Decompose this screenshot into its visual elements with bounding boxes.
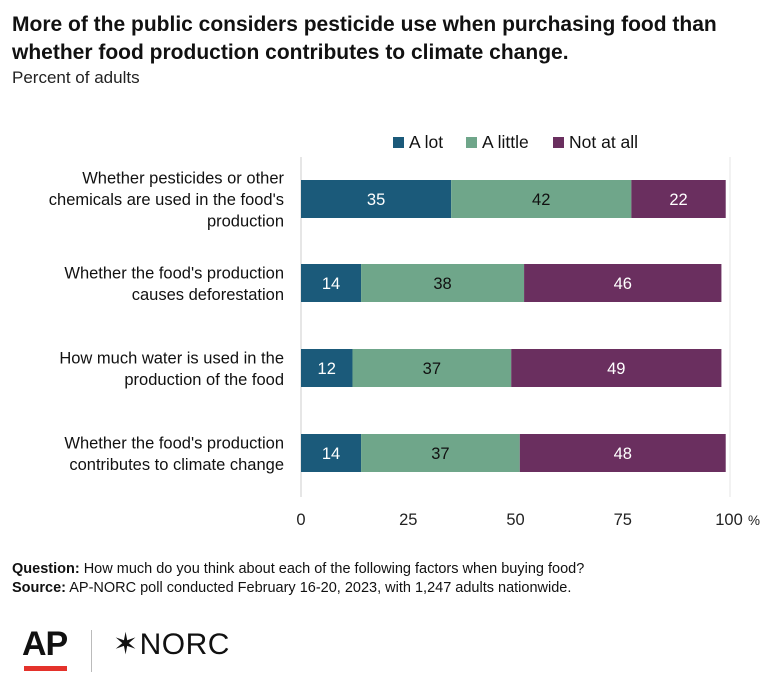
x-tick-label-1: 25 [399, 511, 417, 529]
norc-logo: ✶NORC [113, 627, 230, 663]
data-label-1-1: 38 [433, 275, 451, 293]
bar-1-2 [524, 264, 722, 302]
data-label-1-0: 14 [322, 275, 340, 293]
ap-logo-underline [24, 666, 67, 671]
data-label-0-0: 35 [367, 191, 385, 209]
source-label: Source: [12, 580, 66, 596]
logo-divider [91, 630, 92, 672]
category-label-2-0: How much water is used in the [59, 349, 284, 367]
norc-logo-text: NORC [139, 628, 230, 661]
question-note: Question: How much do you think about ea… [12, 561, 584, 577]
data-label-2-0: 12 [318, 360, 336, 378]
source-note: Source: AP-NORC poll conducted February … [12, 580, 571, 596]
category-label-2-1: production of the food [124, 371, 284, 389]
ap-logo: AP [22, 625, 68, 663]
category-label-0-1: chemicals are used in the food's [49, 191, 284, 209]
source-text: AP-NORC poll conducted February 16-20, 2… [66, 580, 572, 596]
chart-title: More of the public considers pesticide u… [12, 13, 717, 64]
data-label-0-2: 22 [669, 191, 687, 209]
stacked-bar-chart: A lot A little Not at all Whether pesticide… [49, 132, 760, 529]
bar-3-1 [361, 434, 520, 472]
data-label-1-2: 46 [614, 275, 632, 293]
category-label-1-1: causes deforestation [132, 286, 284, 304]
legend-swatch-2 [553, 137, 564, 148]
category-label-0-2: production [207, 213, 284, 231]
x-tick-label-2: 50 [506, 511, 524, 529]
question-text: How much do you think about each of the … [79, 561, 585, 577]
legend-label-0: A lot [409, 132, 443, 152]
bar-3-0 [301, 434, 362, 472]
norc-star-icon: ✶ [113, 628, 139, 661]
legend-swatch-1 [466, 137, 477, 148]
x-tick-label-3: 75 [614, 511, 632, 529]
category-label-3-0: Whether the food's production [64, 434, 284, 452]
category-label-1-0: Whether the food's production [64, 264, 284, 282]
data-label-3-1: 37 [431, 445, 449, 463]
x-unit-label: % [748, 513, 760, 528]
category-label-0-0: Whether pesticides or other [82, 170, 284, 188]
data-label-3-2: 48 [614, 445, 632, 463]
legend-label-1: A little [482, 132, 529, 152]
bar-2-2 [511, 349, 722, 387]
question-label: Question: [12, 561, 80, 577]
legend-label-2: Not at all [569, 132, 638, 152]
data-label-2-1: 37 [423, 360, 441, 378]
bar-0-1 [451, 180, 632, 218]
data-label-3-0: 14 [322, 445, 340, 463]
bar-3-2 [519, 434, 726, 472]
data-label-0-1: 42 [532, 191, 550, 209]
bar-2-1 [352, 349, 512, 387]
x-tick-label-4: 100 [715, 511, 743, 529]
category-label-3-1: contributes to climate change [69, 456, 284, 474]
data-label-2-2: 49 [607, 360, 625, 378]
bar-2-0 [301, 349, 353, 387]
bar-0-2 [631, 180, 726, 218]
x-tick-label-0: 0 [296, 511, 305, 529]
bar-1-1 [361, 264, 525, 302]
chart-subtitle: Percent of adults [12, 68, 140, 87]
bar-0-0 [301, 180, 452, 218]
legend-swatch-0 [393, 137, 404, 148]
bar-1-0 [301, 264, 362, 302]
